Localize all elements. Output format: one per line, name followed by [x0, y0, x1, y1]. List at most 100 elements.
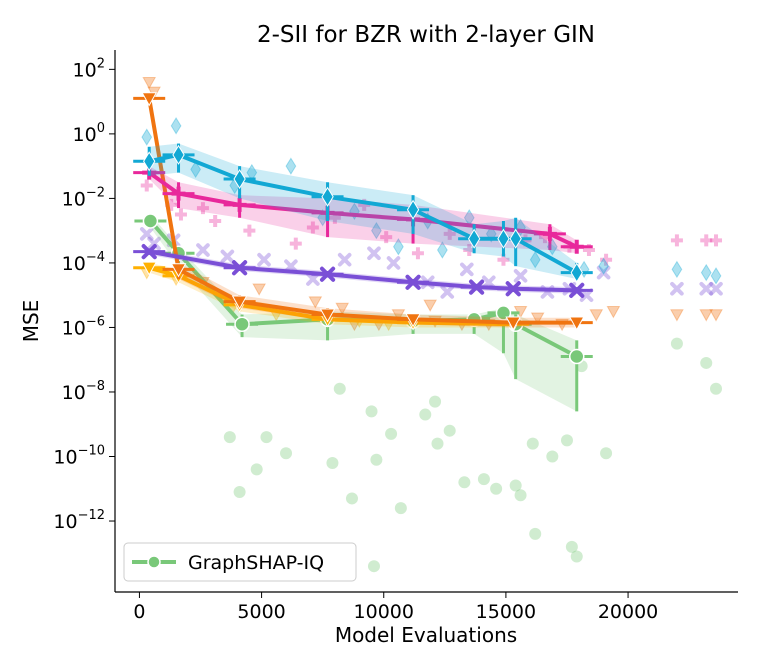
scatter-point: [411, 247, 424, 260]
scatter-point: [710, 267, 722, 285]
mean-point: [172, 144, 185, 165]
scatter-point: [243, 224, 256, 237]
scatter-point: [671, 260, 683, 279]
y-tick-label: 10−10: [53, 444, 105, 469]
mean-point: [321, 186, 334, 207]
scatter-point: [220, 249, 235, 264]
scatter-point: [393, 238, 404, 256]
mean-point: [231, 295, 248, 310]
scatter-point: [529, 527, 542, 540]
scatter-point: [596, 265, 611, 280]
scatter-point: [326, 456, 339, 469]
scatter-point: [560, 434, 573, 447]
scatter-point: [333, 382, 346, 395]
mean-point: [232, 197, 247, 212]
mean-point: [319, 308, 336, 323]
scatter-point: [209, 214, 222, 227]
scatter-point: [670, 234, 683, 247]
scatter-point: [367, 246, 381, 261]
scatter-point: [600, 447, 613, 460]
scatter-point: [196, 202, 209, 215]
scatter-point: [223, 431, 236, 444]
scatter-point: [579, 288, 594, 302]
mean-point: [406, 199, 420, 220]
mean-point: [141, 261, 158, 276]
y-tick-label: 10−12: [53, 508, 105, 533]
y-tick-label: 10−4: [62, 250, 105, 275]
legend-frame: [123, 542, 357, 582]
scatter-point: [570, 550, 583, 563]
scatter-point: [490, 482, 503, 495]
mean-point: [570, 262, 583, 283]
scatter-point: [349, 202, 360, 221]
mean-point: [233, 168, 246, 190]
scatter-point: [513, 269, 528, 283]
chart-title: 2-SII for BZR with 2-layer GIN: [257, 22, 595, 48]
y-tick-label: 10−8: [62, 379, 105, 404]
scatter-point: [700, 234, 713, 247]
scatter-point: [371, 221, 382, 240]
scatter-point: [196, 243, 210, 257]
mean-point: [497, 228, 510, 249]
scatter-point: [477, 473, 490, 486]
scatter-point: [142, 76, 157, 90]
y-tick-label: 102: [73, 56, 105, 81]
scatter-point: [257, 252, 271, 267]
scatter-point: [419, 408, 432, 421]
scatter-point: [710, 234, 723, 247]
scatter-point: [170, 117, 182, 135]
mean-point: [141, 244, 157, 260]
scatter-point: [365, 405, 378, 418]
y-tick-label: 10−6: [62, 314, 105, 339]
scatter-point: [147, 236, 161, 251]
scatter-point: [139, 227, 154, 241]
series-band: [149, 166, 577, 254]
mean-point: [142, 213, 159, 229]
y-axis-title: MSE: [19, 300, 43, 343]
scatter-point: [670, 281, 684, 296]
mean-point: [495, 305, 512, 321]
x-tick-label: 10000: [354, 601, 414, 623]
scatter-point: [394, 502, 407, 515]
legend-label: GraphSHAP-IQ: [188, 552, 324, 574]
scatter-point: [526, 437, 539, 450]
scatter-point: [443, 424, 456, 437]
x-tick-label: 20000: [598, 601, 658, 623]
scatter-point: [482, 275, 496, 290]
plot-area: 0 5000 10000 15000 20000 102 100 10−2 10−4 10−6 10…: [53, 50, 738, 623]
mean-point: [319, 266, 336, 282]
mean-point: [405, 274, 421, 290]
legend: GraphSHAP-IQ: [123, 542, 357, 582]
scatter-point: [289, 237, 302, 250]
scatter-point: [280, 447, 293, 460]
scatter-point: [308, 296, 323, 309]
y-tick-label: 100: [73, 121, 105, 146]
scatter-point: [700, 263, 712, 282]
scatter-point: [260, 431, 273, 444]
scatter-point: [391, 309, 406, 322]
scatter-point: [699, 281, 714, 296]
scatter-point: [252, 283, 266, 296]
scatter-point: [285, 157, 297, 175]
mean-point: [569, 282, 585, 298]
mean-point: [232, 260, 248, 276]
scatter-point: [306, 221, 319, 234]
x-tick-label: 15000: [476, 601, 536, 623]
scatter-point: [233, 485, 246, 498]
scatter-point: [565, 540, 578, 553]
scatter-point: [190, 160, 202, 179]
scatter-point: [306, 272, 320, 286]
scatter-point: [370, 453, 383, 466]
scatter-point: [386, 256, 401, 270]
mean-point: [143, 151, 156, 172]
scatter-point: [436, 241, 448, 259]
scatter-point: [174, 208, 187, 221]
scatter-point: [380, 231, 393, 244]
scatter-point: [699, 309, 714, 322]
mean-point: [542, 226, 557, 241]
scatter-point: [589, 309, 604, 322]
mean-point: [170, 263, 187, 278]
scatter-point: [546, 450, 559, 463]
scatter-point: [443, 227, 456, 240]
scatter-point: [598, 257, 610, 275]
